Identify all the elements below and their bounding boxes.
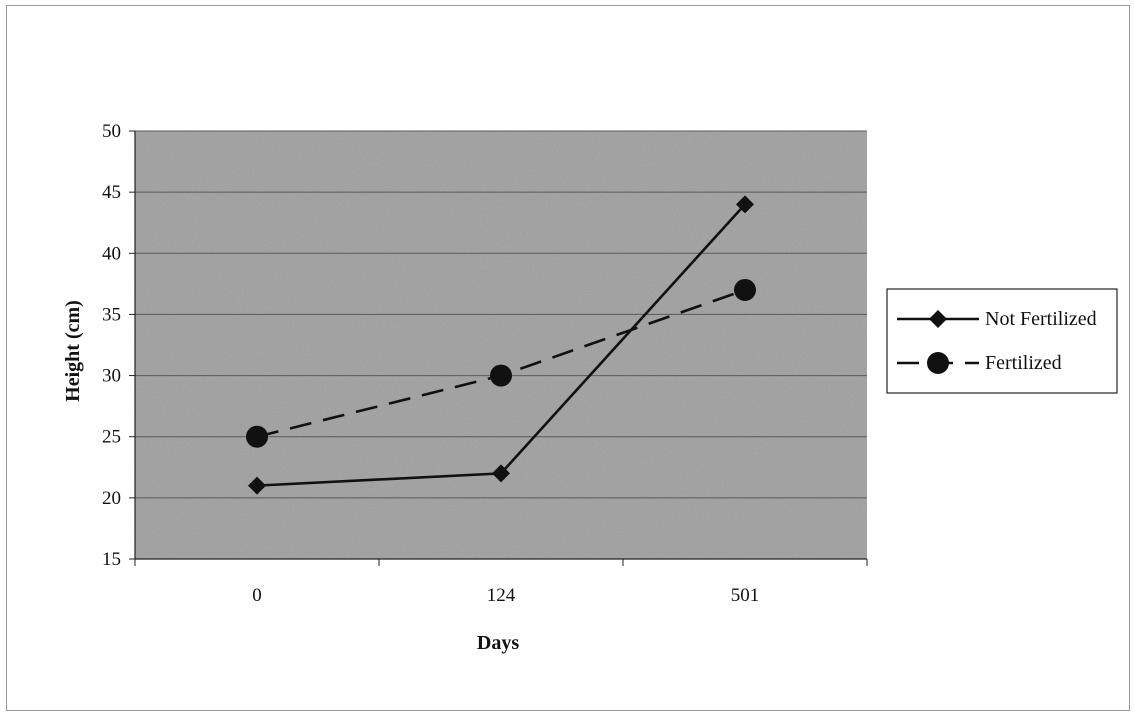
axes: [129, 130, 868, 566]
legend-entry: Fertilized: [897, 352, 1062, 374]
plot-area: [135, 131, 867, 559]
legend-label: Fertilized: [985, 352, 1062, 374]
tick-labels: 15 20 25 30 35 40 45 50 0 124 501: [102, 121, 759, 606]
y-tick-label: 35: [102, 304, 121, 325]
y-tick-label: 20: [102, 488, 121, 509]
y-tick-label: 30: [102, 366, 121, 387]
data-point: [490, 364, 512, 387]
legend-box: [886, 288, 1118, 394]
line-chart: 15 20 25 30 35 40 45 50 0 124 501 Days Height (cm)…: [62, 121, 1118, 654]
x-axis-title: Days: [477, 632, 519, 654]
legend-marker: [927, 352, 949, 374]
y-axis-title: Height (cm): [62, 300, 84, 402]
data-point: [492, 464, 510, 483]
series-not-fertilized: [248, 195, 754, 495]
data-point: [736, 195, 754, 214]
legend-entry: Not Fertilized: [897, 308, 1097, 330]
y-tick-label: 40: [102, 243, 121, 264]
chart-frame: 15 20 25 30 35 40 45 50 0 124 501 Days Height (cm)…: [6, 5, 1130, 711]
data-point: [734, 278, 756, 301]
data-point: [248, 476, 266, 495]
y-tick-label: 25: [102, 427, 121, 448]
series-fertilized: [246, 278, 756, 448]
series: [246, 195, 756, 495]
x-tick-label: 0: [252, 585, 262, 606]
y-tick-label: 50: [102, 121, 121, 142]
legend: Not Fertilized Fertilized: [886, 288, 1118, 394]
x-tick-label: 124: [487, 585, 516, 606]
y-tick-label: 15: [102, 549, 121, 570]
data-point: [246, 425, 268, 448]
legend-marker: [929, 310, 947, 328]
y-tick-label: 45: [102, 182, 121, 203]
x-tick-label: 501: [731, 585, 760, 606]
legend-label: Not Fertilized: [985, 308, 1097, 330]
